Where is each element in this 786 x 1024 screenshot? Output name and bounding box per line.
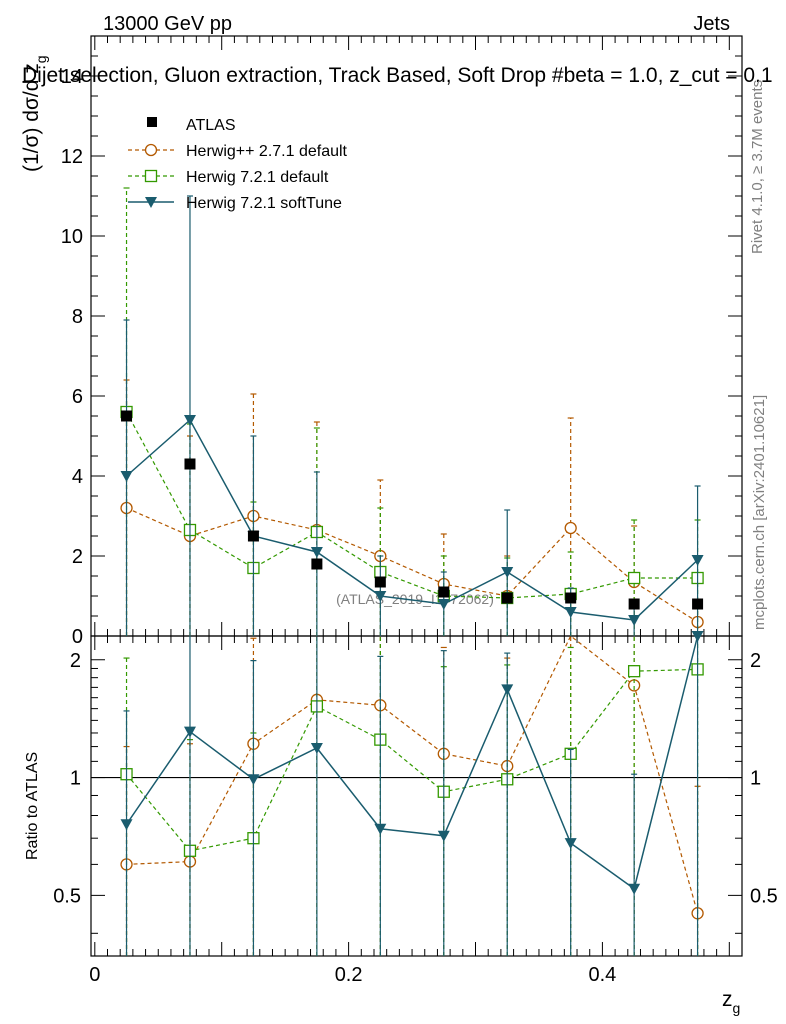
ratio-y-tick-label: 0.5 [53, 885, 81, 907]
main-atlas-point [374, 576, 386, 588]
ratio-herwig721-point [627, 665, 641, 678]
main-atlas-point [501, 592, 513, 604]
rivet-version-label: Rivet 4.1.0, ≥ 3.7M events [749, 80, 766, 254]
main-softtune-point [120, 471, 133, 482]
ratio-y-tick-label: 2 [70, 650, 81, 672]
main-softtune-point [374, 591, 387, 602]
main-atlas-point [692, 598, 704, 610]
ratio-y-axis: 0.5 0.5 1 1 2 2 [53, 650, 778, 934]
main-atlas-point [628, 598, 640, 610]
legend-softtune-marker [145, 197, 157, 208]
legend-herwigpp-marker [144, 143, 158, 157]
ratio-softtune-point [501, 684, 514, 696]
main-softtune-point [564, 607, 577, 618]
plot-title: Dijet selection, Gluon extraction, Track… [22, 64, 773, 87]
energy-label: 13000 GeV pp [103, 13, 232, 35]
ratio-softtune-point [183, 726, 196, 738]
ratio-herwig721-line [126, 668, 698, 852]
main-atlas-point [311, 558, 323, 570]
main-softtune-point [310, 547, 323, 558]
ratio-x-axis: 0 0.2 0.4 [89, 636, 743, 986]
ratio-y-axis-label: Ratio to ATLAS [24, 752, 41, 860]
ratio-softtune-point [437, 830, 450, 842]
ratio-softtune-line [125, 635, 699, 890]
x-tick-label: 0.2 [335, 964, 363, 986]
main-softtune-point [691, 555, 704, 566]
legend-herwigpp-label: Herwig++ 2.7.1 default [186, 143, 348, 160]
legend: ATLAS Herwig++ 2.7.1 default Herwig 7.2.… [128, 117, 348, 212]
svg-text:(1/σ) dσ/d zg: (1/σ) dσ/d zg [20, 55, 49, 172]
main-softtune-point [183, 415, 196, 426]
ratio-softtune-point [628, 883, 641, 895]
main-x-axis-ticks [94, 36, 743, 636]
main-y-tick-label: 12 [61, 146, 83, 168]
ratio-softtune-point [374, 823, 387, 835]
legend-herwig721-label: Herwig 7.2.1 default [186, 169, 329, 186]
main-herwigpp-point [564, 521, 577, 535]
mcplots-label: mcplots.cern.ch [arXiv:2401.10621] [751, 395, 768, 630]
ratio-y-tick-label-right: 1 [750, 768, 761, 790]
ratio-y-tick-label: 1 [70, 768, 81, 790]
main-softtune-point [501, 567, 514, 578]
x-axis-label: zg [722, 988, 740, 1016]
ratio-panel-frame [90, 635, 743, 957]
main-y-tick-label: 10 [61, 226, 83, 248]
main-y-tick-label: 0 [72, 626, 83, 648]
main-y-axis-label: (1/σ) dσ/d zg [20, 55, 49, 172]
analysis-watermark: (ATLAS_2019_I1772062) [336, 591, 494, 607]
main-herwig721-line [126, 411, 698, 599]
main-atlas-point [121, 410, 133, 422]
legend-atlas-label: ATLAS [186, 117, 236, 134]
main-atlas-point [565, 592, 577, 604]
main-softtune-line [126, 418, 699, 621]
process-label: Jets [693, 13, 730, 35]
main-series-layer [120, 187, 704, 636]
main-atlas-point [184, 458, 196, 470]
main-softtune-point [437, 599, 450, 610]
main-y-axis: 0 2 4 6 8 10 12 14 [61, 55, 742, 648]
main-softtune-point [628, 615, 641, 626]
main-y-label-sub: g [33, 55, 49, 63]
legend-herwig721-marker [144, 169, 158, 183]
main-herwigpp-line [126, 507, 698, 623]
main-y-tick-label: 14 [61, 66, 83, 88]
main-y-tick-label: 8 [72, 306, 83, 328]
ratio-softtune-point [120, 819, 133, 831]
main-y-tick-label: 2 [72, 546, 83, 568]
ratio-y-tick-label-right: 0.5 [750, 885, 778, 907]
main-atlas-point [247, 530, 259, 542]
legend-atlas-marker [147, 117, 157, 127]
legend-softtune-label: Herwig 7.2.1 softTune [186, 195, 342, 212]
ratio-series-layer [120, 631, 704, 956]
main-y-tick-label: 4 [72, 466, 83, 488]
x-label-sub: g [733, 1000, 741, 1016]
ratio-y-tick-label-right: 2 [750, 650, 761, 672]
ratio-herwigpp-line [126, 635, 699, 914]
ratio-softtune-point [564, 838, 577, 850]
main-atlas-point [438, 586, 450, 598]
main-y-tick-label: 6 [72, 386, 83, 408]
ratio-softtune-point [691, 631, 704, 642]
main-herwig721-point [627, 571, 641, 585]
ratio-softtune-point [247, 774, 260, 786]
main-y-label-text: (1/σ) dσ/d z [20, 63, 43, 172]
x-label-text: z [722, 988, 733, 1011]
x-tick-label: 0.4 [589, 964, 617, 986]
ratio-softtune-point [310, 743, 323, 754]
x-tick-label: 0 [89, 964, 100, 986]
